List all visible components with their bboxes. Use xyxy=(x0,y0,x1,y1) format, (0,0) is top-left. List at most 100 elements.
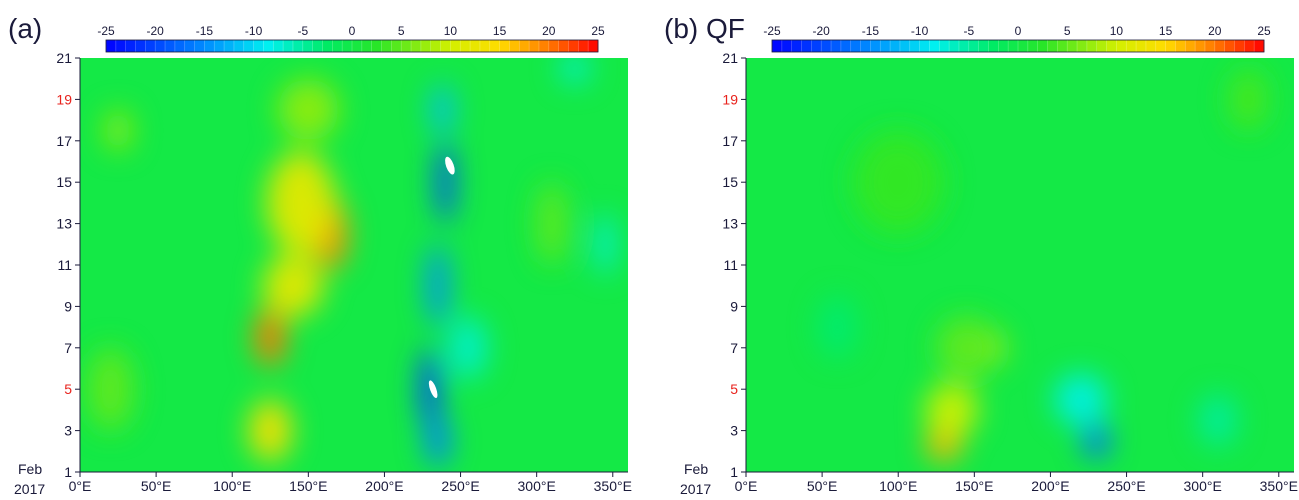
y-tick-label: 15 xyxy=(722,174,738,190)
colorbar-bin xyxy=(204,40,215,52)
y-tick-label: 7 xyxy=(730,340,738,356)
heatmap-field xyxy=(80,58,628,472)
colorbar-bin xyxy=(233,40,245,52)
colorbar-bin xyxy=(1254,40,1265,52)
y-tick-label: 3 xyxy=(64,423,72,439)
colorbar-bin xyxy=(135,40,146,52)
positive-anomaly xyxy=(924,384,979,436)
negative-anomaly xyxy=(1054,373,1108,426)
colorbar-bin xyxy=(1214,40,1226,52)
colorbar-bin xyxy=(1185,40,1196,52)
y-tick-label: 3 xyxy=(730,423,738,439)
colorbar-bin xyxy=(1037,40,1048,52)
x-tick-label: 200°E xyxy=(365,478,403,494)
colorbar-bin xyxy=(1136,40,1147,52)
y-tick-label: 19 xyxy=(722,91,738,107)
colorbar-bin xyxy=(890,40,901,52)
colorbar-bin xyxy=(155,40,166,52)
missing-data-region xyxy=(428,380,438,399)
colorbar-bin xyxy=(489,40,500,52)
colorbar-bin xyxy=(939,40,950,52)
colorbar-bin xyxy=(949,40,960,52)
colorbar-bin xyxy=(1204,40,1216,52)
colorbar-bin xyxy=(811,40,822,52)
x-tick-label: 250°E xyxy=(441,478,479,494)
positive-anomaly xyxy=(925,428,963,462)
colorbar-bin xyxy=(352,40,363,52)
colorbar-bin xyxy=(411,40,422,52)
date-month-label: Feb xyxy=(684,461,708,477)
colorbar-bin xyxy=(1195,40,1206,52)
panel-b: (b) QF -25 -20 -15 -10 -5 0 5 10 15 20 251357911131… xyxy=(664,13,1298,497)
colorbar-bin xyxy=(283,40,294,52)
x-tick-label: 250°E xyxy=(1107,478,1145,494)
colorbar-tick-label: 10 xyxy=(1110,24,1124,38)
colorbar-bin xyxy=(460,40,471,52)
colorbar-bin xyxy=(509,40,520,52)
colorbar-bin xyxy=(1067,40,1078,52)
colorbar: -25 -20 -15 -10 -5 0 5 10 15 20 25 xyxy=(97,24,605,53)
colorbar-bin xyxy=(1008,40,1019,52)
colorbar-bin xyxy=(909,40,920,52)
heatmap-field xyxy=(746,58,1294,472)
y-tick-label: 7 xyxy=(64,340,72,356)
colorbar-tick-label: 5 xyxy=(1064,24,1071,38)
colorbar-bin xyxy=(1047,40,1058,52)
y-tick-label: 13 xyxy=(722,216,738,232)
colorbar-bin xyxy=(391,40,402,52)
colorbar-bin xyxy=(292,40,304,52)
y-tick-label: 11 xyxy=(57,257,72,273)
y-tick-label: 5 xyxy=(64,381,72,397)
negative-anomaly xyxy=(818,296,857,359)
x-tick-label: 100°E xyxy=(213,478,251,494)
colorbar-tick-label: 0 xyxy=(1015,24,1022,38)
colorbar-bin xyxy=(929,40,940,52)
negative-anomaly xyxy=(436,140,455,224)
colorbar-bin xyxy=(1175,40,1186,52)
colorbar-bin xyxy=(548,40,560,52)
colorbar-bin xyxy=(578,40,589,52)
negative-anomaly xyxy=(559,58,590,84)
colorbar-bin xyxy=(821,40,832,52)
x-tick-label: 50°E xyxy=(141,478,172,494)
colorbar-tick-label: -15 xyxy=(862,24,880,38)
colorbar-bin xyxy=(273,40,284,52)
colorbar-bin xyxy=(361,40,373,52)
colorbar-bin xyxy=(1234,40,1245,52)
positive-anomaly xyxy=(87,347,134,431)
colorbar-bin xyxy=(440,40,451,52)
y-tick-label: 15 xyxy=(56,174,72,190)
colorbar-bin xyxy=(988,40,999,52)
colorbar-tick-label: 10 xyxy=(444,24,458,38)
heatmap-background xyxy=(746,58,1294,472)
colorbar-bin xyxy=(1155,40,1166,52)
y-tick-label: 9 xyxy=(730,298,738,314)
negative-anomaly xyxy=(427,244,449,328)
colorbar-bin xyxy=(263,40,274,52)
negative-anomaly xyxy=(596,213,615,276)
colorbar-tick-label: 5 xyxy=(398,24,405,38)
colorbar-tick-label: 20 xyxy=(1208,24,1222,38)
colorbar-bin xyxy=(919,40,930,52)
missing-data-region xyxy=(445,156,455,175)
colorbar-tick-label: 25 xyxy=(1257,24,1271,38)
colorbar-bin xyxy=(224,40,235,52)
colorbar-bin xyxy=(401,40,412,52)
colorbar-bin xyxy=(332,40,343,52)
colorbar-bin xyxy=(791,40,802,52)
y-tick-label: 17 xyxy=(722,133,738,149)
colorbar-bin xyxy=(470,40,481,52)
colorbar-bin xyxy=(381,40,392,52)
y-tick-label: 21 xyxy=(722,50,738,66)
date-year-label: 2017 xyxy=(680,481,711,497)
colorbar-bin xyxy=(1018,40,1029,52)
colorbar-tick-label: -10 xyxy=(911,24,929,38)
colorbar-tick-label: 20 xyxy=(542,24,556,38)
colorbar-bin xyxy=(958,40,970,52)
positive-anomaly xyxy=(104,109,132,152)
x-tick-label: 150°E xyxy=(955,478,993,494)
colorbar-bin xyxy=(781,40,793,52)
y-tick-label: 9 xyxy=(64,298,72,314)
colorbar-tick-label: -25 xyxy=(97,24,115,38)
colorbar-bin xyxy=(538,40,550,52)
